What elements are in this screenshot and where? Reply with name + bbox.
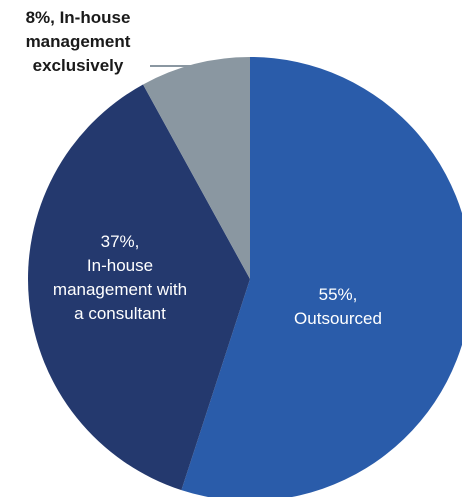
label-in-house-with-consultant: 37%, In-house management with a consultant xyxy=(53,232,187,323)
slice-in-house-exclusively xyxy=(143,57,250,279)
label-line: a consultant xyxy=(74,304,166,323)
label-line: management with xyxy=(53,280,187,299)
label-line: 55%, xyxy=(319,285,358,304)
label-in-house-exclusively: 8%, In-house management exclusively xyxy=(26,8,131,75)
label-line: 8%, In-house xyxy=(26,8,131,27)
label-outsourced: 55%, Outsourced xyxy=(294,285,382,328)
slice-labels: 55%, Outsourced 37%, In-house management wit… xyxy=(26,8,382,328)
label-line: 37%, xyxy=(101,232,140,251)
label-line: In-house xyxy=(87,256,153,275)
label-line: management xyxy=(26,32,131,51)
label-line: exclusively xyxy=(33,56,124,75)
slice-outsourced xyxy=(181,57,462,497)
slice-in-house-with-consultant xyxy=(27,84,250,491)
label-line: Outsourced xyxy=(294,309,382,328)
pie-slices xyxy=(27,57,462,497)
